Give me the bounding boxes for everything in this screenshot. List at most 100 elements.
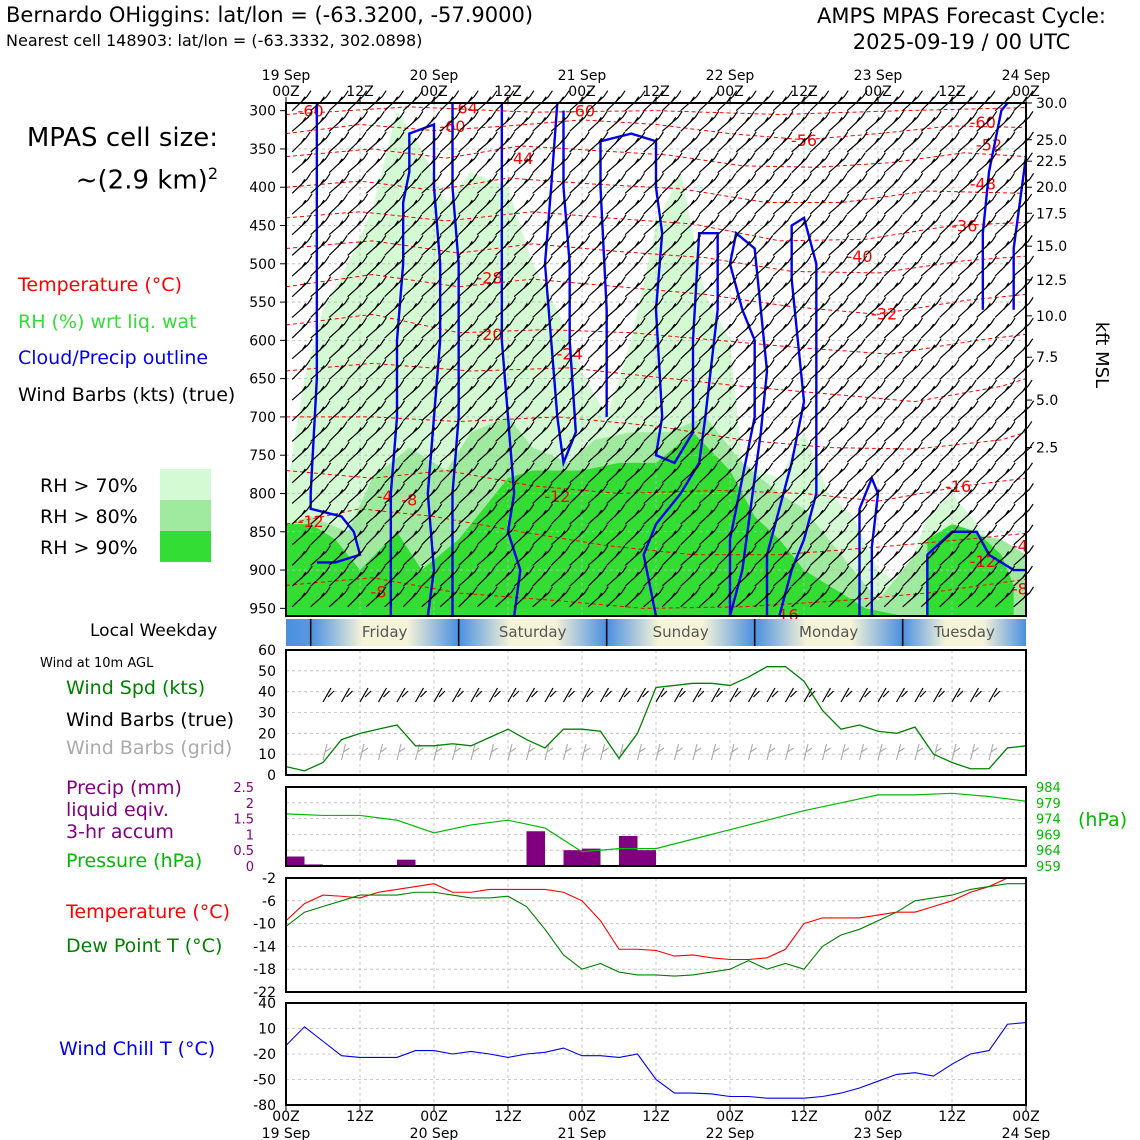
wind-barb: [939, 524, 960, 546]
wind-barb: [902, 524, 922, 546]
wind-barb: [920, 400, 942, 422]
wind-barb: [513, 565, 535, 587]
wind-barb: [439, 152, 461, 174]
wind-barb: [495, 214, 516, 236]
wind-barb: [902, 462, 923, 484]
wind-barb: [902, 235, 923, 256]
wind-barb: [476, 276, 498, 298]
wind-barb: [735, 255, 756, 277]
wind-barb: [902, 255, 923, 277]
windchill-tick-label: 40: [258, 996, 276, 1012]
wind-barb: [569, 503, 591, 525]
wind-barb: [421, 359, 443, 380]
wind-barb: [532, 565, 552, 587]
wind-barb: [754, 441, 776, 463]
wind-barb: [920, 297, 942, 318]
bottom-hour-label: 12Z: [346, 1109, 373, 1125]
wind-barb: [735, 400, 757, 422]
grid-wind-barb: [488, 743, 498, 761]
wind-barb: [957, 297, 978, 318]
wind-barb: [328, 90, 349, 112]
pressure-tick-label: 979: [1036, 797, 1061, 812]
wind-barb: [809, 524, 831, 546]
wind-barb: [365, 131, 387, 153]
surface-wind-barb: [581, 687, 594, 703]
wind-barb: [421, 441, 442, 463]
wind-barb: [495, 441, 517, 463]
wind-barb: [532, 110, 552, 132]
wind-barb: [291, 565, 313, 587]
wind-barb: [458, 110, 479, 132]
wind-barb: [994, 462, 1016, 484]
wind-barb: [495, 338, 517, 360]
wind-barb: [994, 276, 1016, 298]
wind-barb: [680, 214, 701, 236]
wind-barb: [495, 317, 515, 339]
wind-barb: [569, 110, 590, 132]
wind-barb: [828, 173, 848, 194]
surface-wind-barb: [618, 687, 631, 703]
wind-barb: [680, 565, 701, 587]
wind-barb: [587, 255, 609, 277]
wind-tick-label: 0: [267, 768, 276, 784]
wind-barb: [569, 586, 590, 608]
wind-barb: [661, 421, 683, 442]
grid-wind-barb: [451, 743, 461, 761]
pressure-tick-label: 950: [249, 601, 276, 617]
wind-barb: [754, 359, 775, 380]
wind-barb: [347, 317, 367, 339]
wind-barb: [347, 297, 368, 318]
wind-barb: [772, 338, 794, 360]
wind-barb: [347, 131, 367, 153]
wind-barb: [624, 586, 645, 608]
cell-size-line2: ~(2.9 km)2: [22, 156, 218, 199]
wind-barb: [476, 131, 498, 153]
wind-barb: [513, 338, 535, 360]
wind-barb: [735, 359, 757, 380]
wind-barb: [347, 586, 367, 608]
altitude-tick-label: 2.5: [1036, 441, 1058, 457]
altitude-tick-label: 10.0: [1036, 309, 1067, 325]
cloud-outline: [728, 230, 769, 617]
wind-barb: [347, 173, 367, 194]
wind-barb: [550, 400, 572, 422]
wind-barb: [846, 462, 868, 484]
grid-wind-barb: [729, 743, 739, 761]
wind-barb: [976, 152, 998, 174]
wind-barb: [883, 524, 905, 546]
wind-barb: [735, 276, 757, 298]
wind-barb: [291, 586, 312, 608]
wind-barb: [976, 173, 997, 194]
wind-barb: [698, 193, 719, 215]
wind-barb: [458, 503, 479, 525]
wind-barb: [735, 565, 756, 587]
surface-wind-barb: [599, 687, 612, 703]
wind-barb: [532, 235, 553, 256]
grid-wind-barb: [766, 743, 776, 761]
wind-barb: [328, 379, 349, 401]
wind-barb: [458, 545, 479, 566]
wind-barb: [587, 379, 607, 401]
weekday-cell: [606, 619, 755, 646]
wind-barb: [532, 173, 554, 194]
wind-barb: [698, 214, 720, 236]
wind-barb: [828, 421, 850, 442]
wind-barb: [365, 193, 387, 215]
cloud-outline: [858, 474, 880, 616]
precip-tick-label: 0: [246, 860, 254, 875]
altitude-tick-label: 17.5: [1036, 206, 1067, 222]
wind-barb: [421, 255, 442, 277]
cloud-outline: [389, 122, 442, 617]
wind-barb: [976, 524, 998, 546]
wind-barb: [291, 462, 312, 484]
wind-barb: [495, 524, 517, 546]
wind-barb: [735, 152, 756, 174]
wind-barb: [920, 235, 941, 256]
wind-barb: [550, 317, 570, 339]
surface-wind-barb: [433, 687, 446, 703]
wind-barb: [606, 338, 628, 360]
wind-barb: [994, 359, 1016, 380]
wind-barb: [772, 483, 794, 504]
wind-barb: [754, 152, 775, 174]
wind-barb: [661, 338, 683, 360]
